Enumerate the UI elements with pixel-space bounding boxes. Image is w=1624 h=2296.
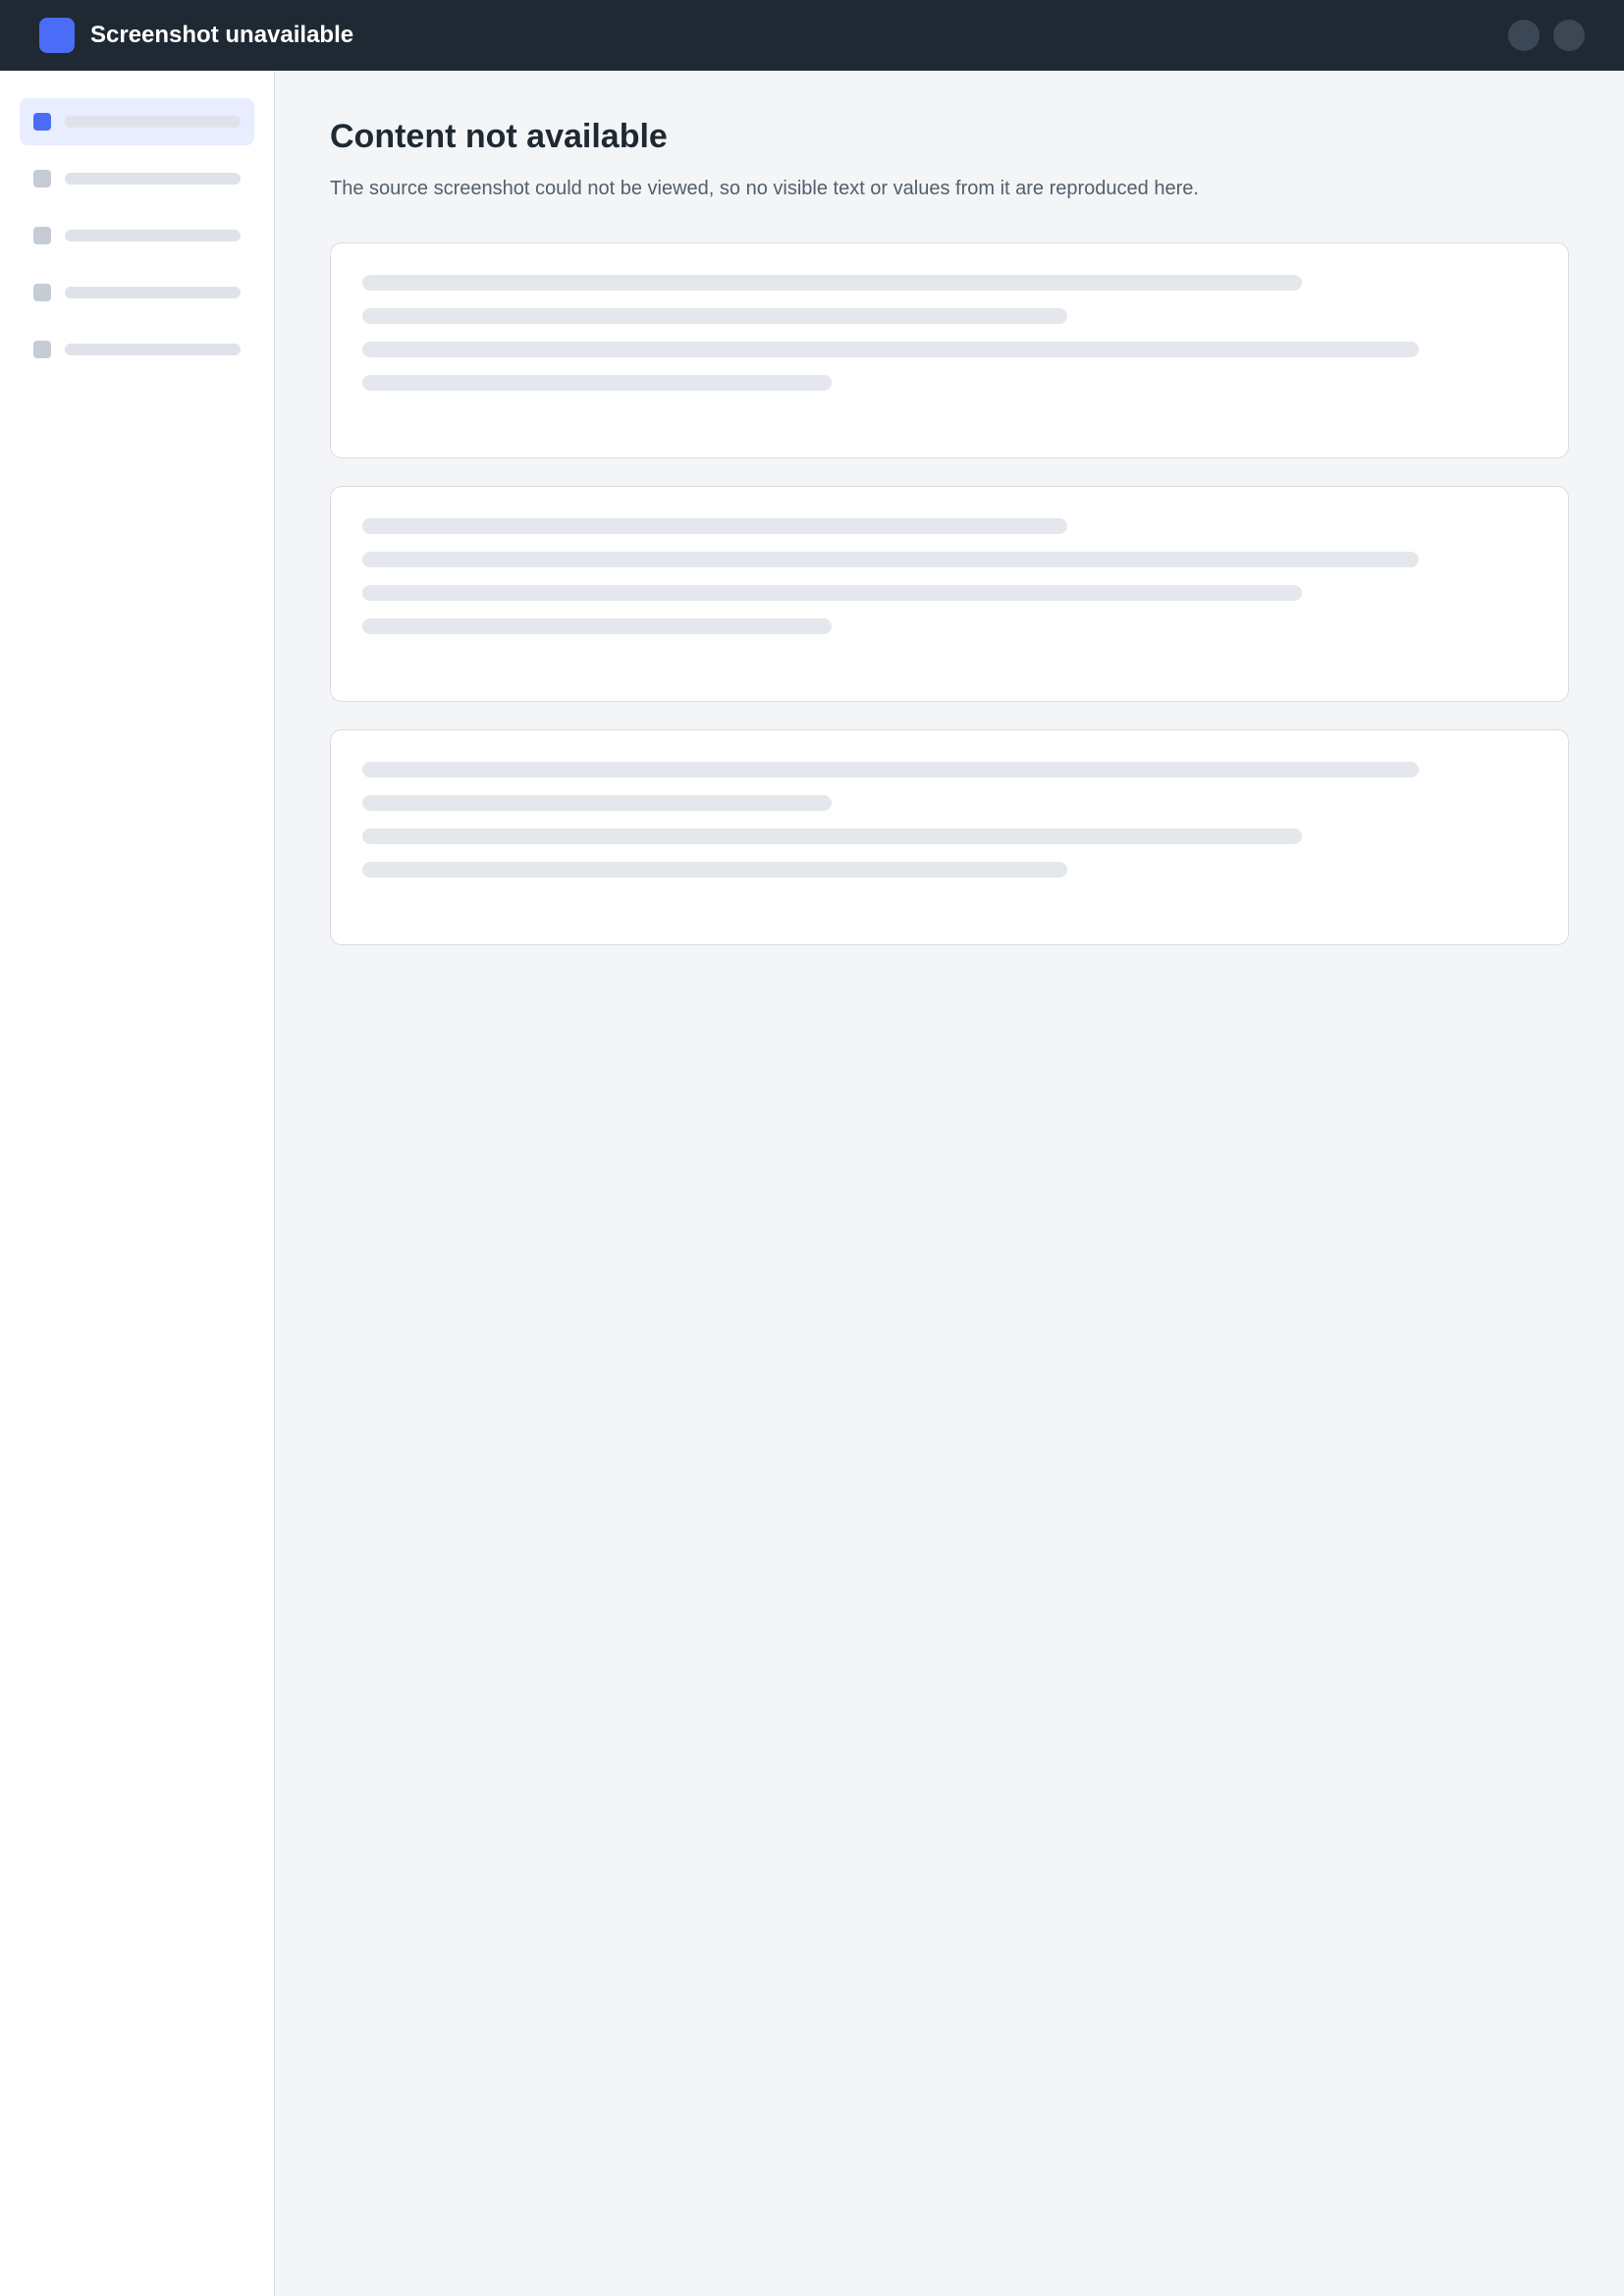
sidebar-item-placeholder-bar bbox=[65, 344, 241, 355]
content-placeholder-card bbox=[330, 486, 1569, 702]
sidebar-item-placeholder-4[interactable] bbox=[20, 269, 254, 316]
placeholder-line bbox=[362, 308, 1067, 324]
placeholder-line bbox=[362, 862, 1067, 878]
sidebar-item-placeholder-bar bbox=[65, 116, 241, 128]
app-title: Screenshot unavailable bbox=[90, 22, 354, 48]
sidebar-item-icon bbox=[33, 113, 51, 131]
placeholder-line bbox=[362, 342, 1420, 357]
avatar[interactable] bbox=[1553, 20, 1585, 51]
sidebar-item-placeholder-3[interactable] bbox=[20, 212, 254, 259]
placeholder-line bbox=[362, 518, 1067, 534]
placeholder-line bbox=[362, 375, 833, 391]
sidebar-item-placeholder-1[interactable] bbox=[20, 98, 254, 145]
placeholder-line bbox=[362, 618, 833, 634]
content-placeholder-card bbox=[330, 729, 1569, 945]
sidebar-item-icon bbox=[33, 170, 51, 187]
unavailable-notice: The source screenshot could not be viewe… bbox=[330, 178, 1199, 199]
placeholder-line bbox=[362, 795, 833, 811]
sidebar-item-placeholder-5[interactable] bbox=[20, 326, 254, 373]
sidebar-item-placeholder-bar bbox=[65, 287, 241, 298]
sidebar bbox=[0, 71, 275, 2296]
sidebar-item-placeholder-2[interactable] bbox=[20, 155, 254, 202]
app-header: Screenshot unavailable bbox=[0, 0, 1624, 71]
main-content: Content not available The source screens… bbox=[275, 71, 1624, 2296]
placeholder-line bbox=[362, 585, 1302, 601]
placeholder-line bbox=[362, 762, 1420, 777]
placeholder-line bbox=[362, 828, 1302, 844]
sidebar-item-icon bbox=[33, 341, 51, 358]
sidebar-item-icon bbox=[33, 227, 51, 244]
notification-icon[interactable] bbox=[1508, 20, 1540, 51]
sidebar-item-placeholder-bar bbox=[65, 230, 241, 241]
sidebar-item-icon bbox=[33, 284, 51, 301]
placeholder-line bbox=[362, 552, 1420, 567]
content-placeholder-card bbox=[330, 242, 1569, 458]
sidebar-item-placeholder-bar bbox=[65, 173, 241, 185]
page-title: Content not available bbox=[330, 118, 668, 155]
placeholder-line bbox=[362, 275, 1302, 291]
app-logo bbox=[39, 18, 75, 53]
